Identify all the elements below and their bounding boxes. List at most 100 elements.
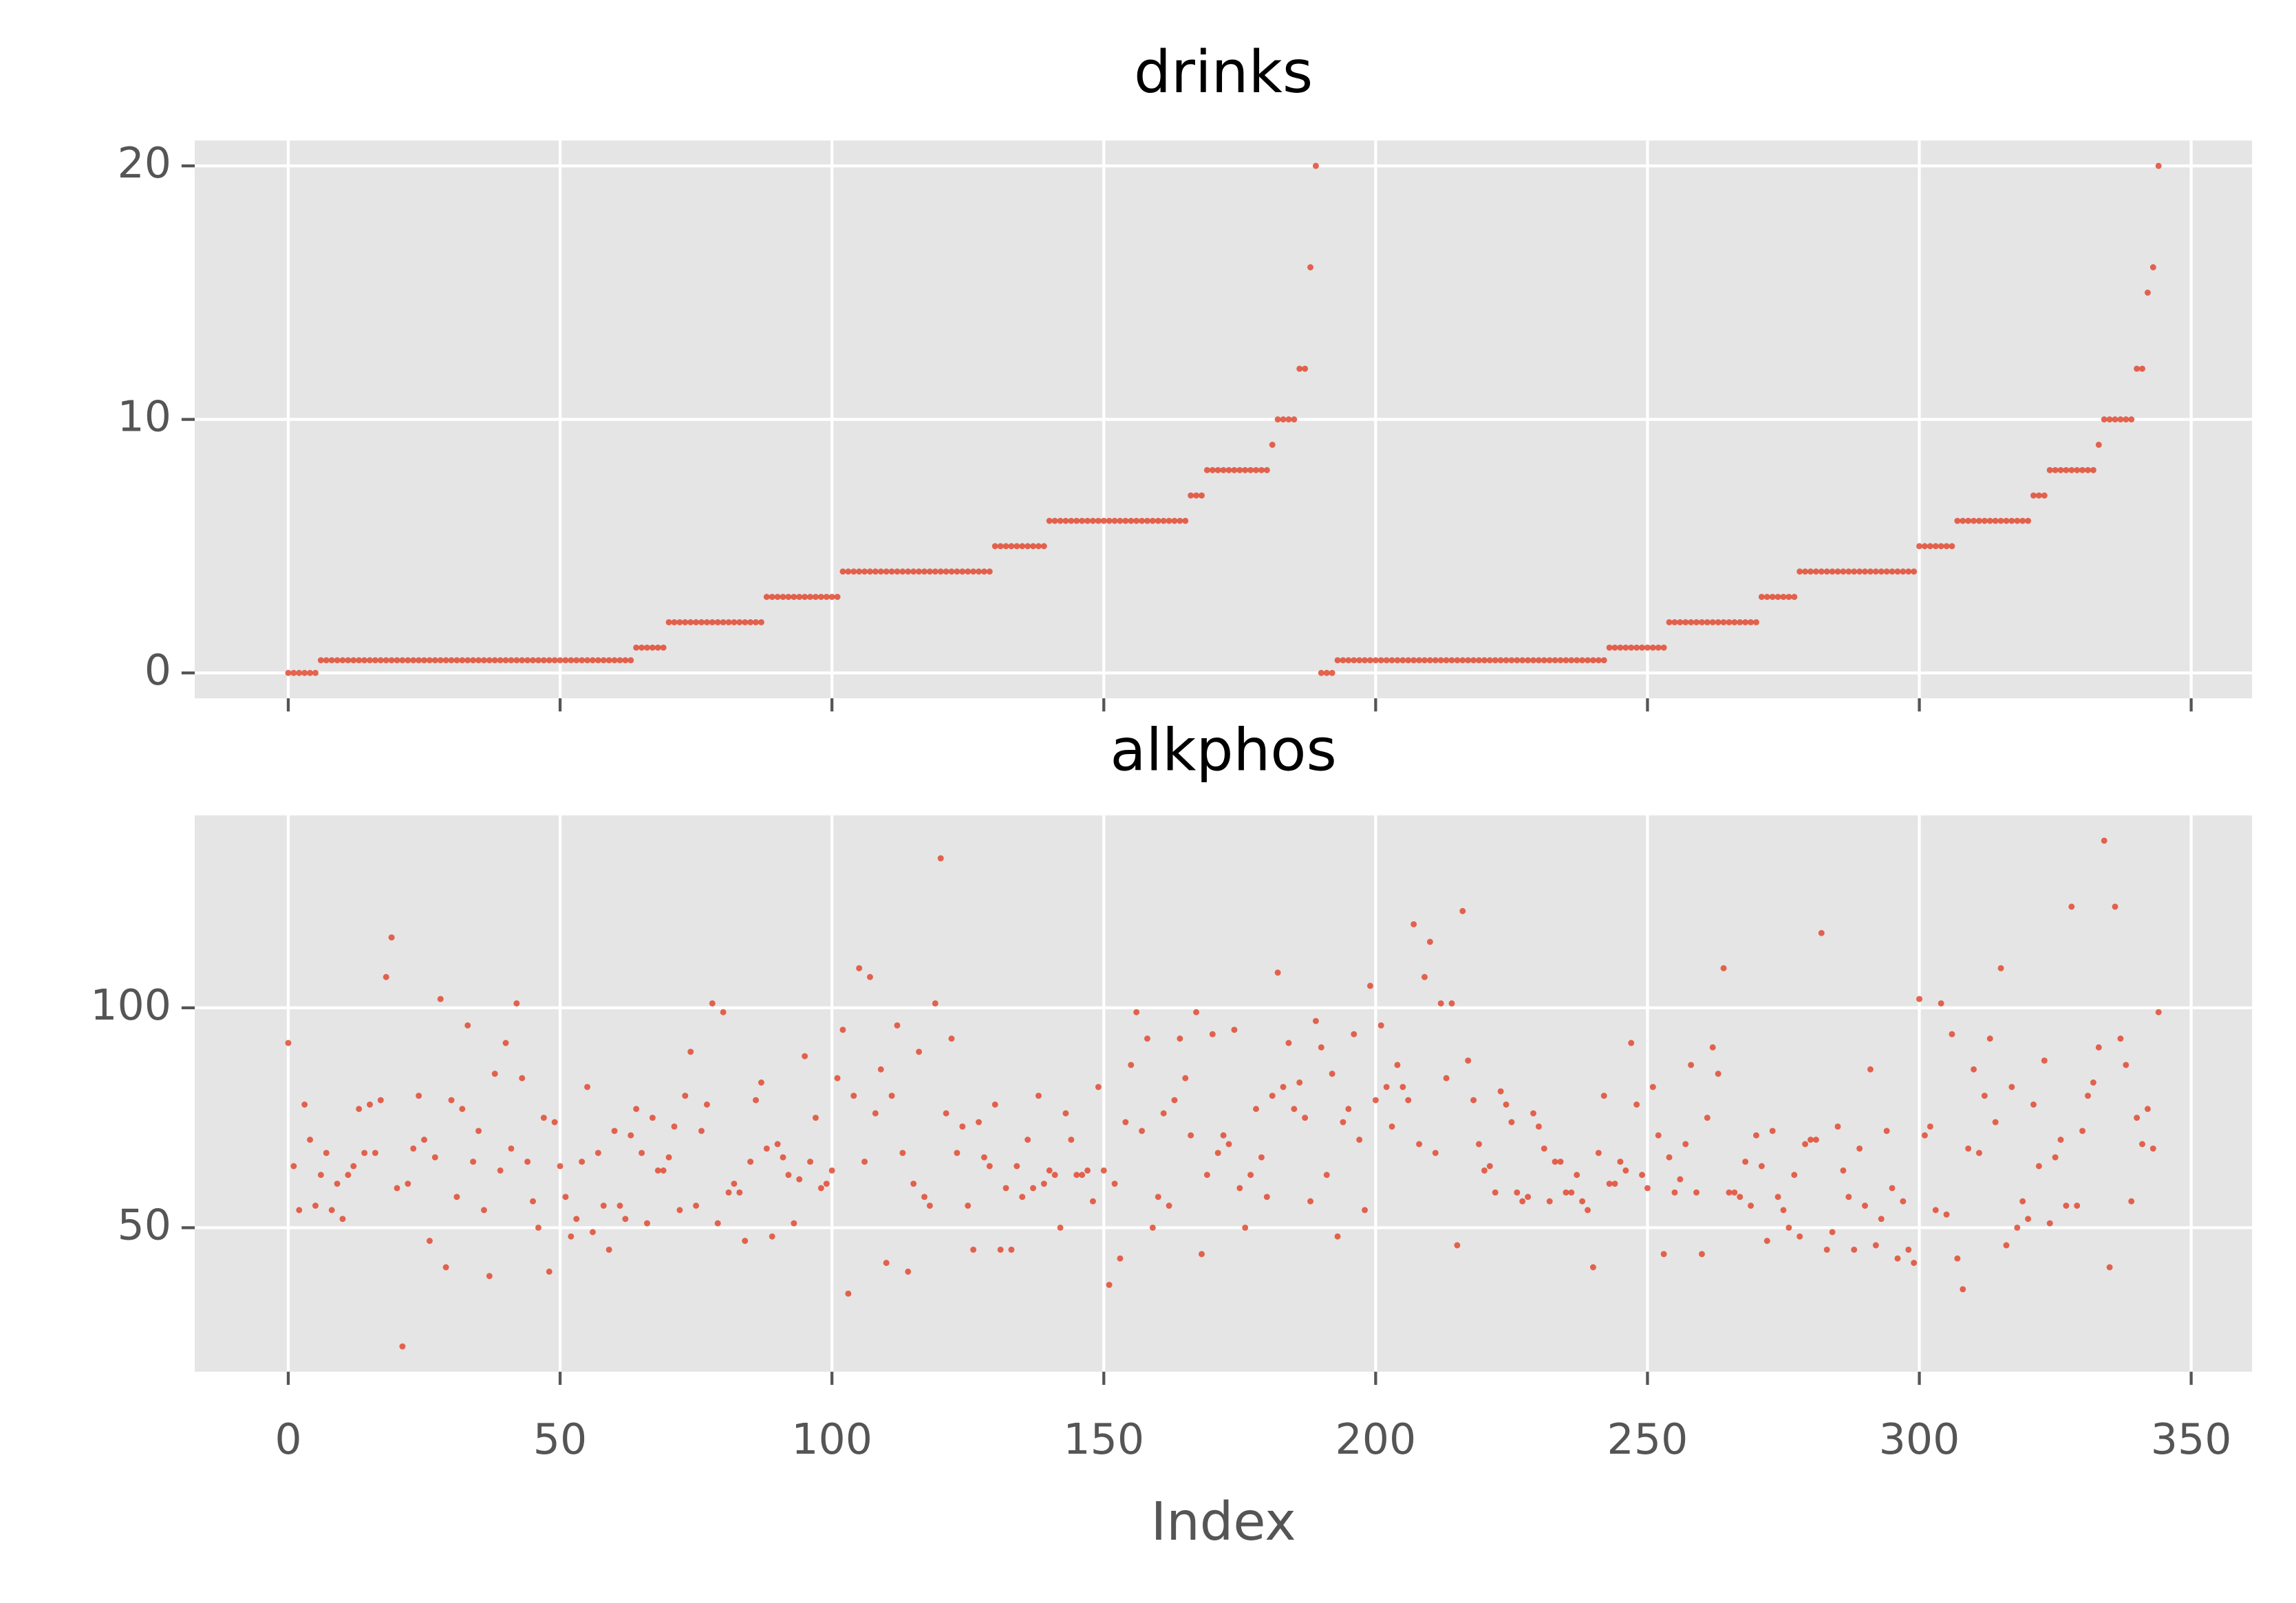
point (2035, 1163, 2042, 1170)
panel-title: drinks (1134, 39, 1313, 107)
point (676, 618, 683, 625)
point (2090, 466, 2096, 473)
point (1921, 1132, 1928, 1139)
point (1840, 1167, 1847, 1174)
point (2019, 1198, 2026, 1205)
point (1426, 938, 1433, 945)
point (1589, 1264, 1596, 1271)
point (1932, 543, 1939, 550)
x-tick-label: 350 (2151, 1414, 2232, 1464)
point (410, 1145, 417, 1152)
point (682, 1093, 689, 1099)
point (1340, 657, 1347, 664)
point (464, 657, 471, 664)
point (1388, 657, 1395, 664)
point (1872, 1242, 1879, 1249)
point (2101, 837, 2107, 844)
point (1992, 517, 1999, 524)
point (1617, 1159, 1624, 1165)
point (1177, 517, 1183, 524)
point (1372, 657, 1379, 664)
point (693, 618, 700, 625)
point (1035, 543, 1042, 550)
point (1133, 517, 1140, 524)
point (312, 669, 319, 676)
point (334, 657, 341, 664)
point (2095, 1044, 2102, 1051)
point (2025, 1216, 2032, 1223)
point (1030, 543, 1037, 550)
point (687, 1048, 694, 1055)
point (524, 1159, 531, 1165)
point (568, 1233, 575, 1240)
point (1111, 517, 1118, 524)
point (1748, 618, 1755, 625)
point (1366, 982, 1373, 989)
point (1285, 416, 1292, 423)
point (742, 618, 749, 625)
point (1938, 1000, 1944, 1007)
point (1448, 657, 1455, 664)
point (1214, 1150, 1221, 1156)
point (867, 568, 873, 575)
point (1579, 1198, 1586, 1205)
point (1774, 594, 1781, 601)
point (350, 1163, 357, 1170)
point (1068, 517, 1075, 524)
point (1231, 1026, 1238, 1033)
x-tick-label: 100 (791, 1414, 872, 1464)
point (839, 1026, 846, 1033)
point (2106, 1264, 2113, 1271)
point (1139, 517, 1146, 524)
point (1497, 1088, 1504, 1095)
point (546, 657, 552, 664)
point (817, 594, 824, 601)
point (377, 657, 384, 664)
point (1557, 1159, 1564, 1165)
point (1563, 657, 1569, 664)
point (1492, 1189, 1499, 1196)
y-tick-label: 50 (117, 1201, 171, 1250)
point (1622, 1167, 1629, 1174)
point (1426, 657, 1433, 664)
point (535, 657, 541, 664)
point (633, 1106, 640, 1112)
point (1655, 1132, 1662, 1139)
point (1585, 1207, 1591, 1214)
point (519, 1075, 526, 1082)
point (546, 1268, 552, 1275)
point (1193, 1009, 1200, 1015)
point (405, 657, 411, 664)
point (1302, 1115, 1309, 1121)
point (1443, 1075, 1450, 1082)
point (1155, 517, 1161, 524)
point (665, 618, 672, 625)
point (1780, 1207, 1787, 1214)
point (2057, 1137, 2064, 1143)
point (421, 1137, 427, 1143)
point (1296, 1079, 1303, 1086)
point (970, 1246, 977, 1253)
point (991, 543, 998, 550)
point (1236, 1185, 1243, 1192)
point (1704, 618, 1710, 625)
point (540, 657, 547, 664)
point (1236, 466, 1243, 473)
point (372, 1150, 378, 1156)
point (1758, 594, 1765, 601)
x-axis-label: Index (1151, 1492, 1296, 1553)
point (796, 594, 803, 601)
point (1410, 921, 1417, 927)
point (791, 1220, 797, 1227)
point (307, 669, 314, 676)
point (965, 568, 972, 575)
point (1535, 657, 1542, 664)
point (1258, 466, 1265, 473)
point (551, 1119, 558, 1126)
point (1699, 618, 1705, 625)
point (508, 1145, 515, 1152)
point (328, 657, 335, 664)
point (2095, 442, 2102, 448)
point (2030, 492, 2037, 499)
